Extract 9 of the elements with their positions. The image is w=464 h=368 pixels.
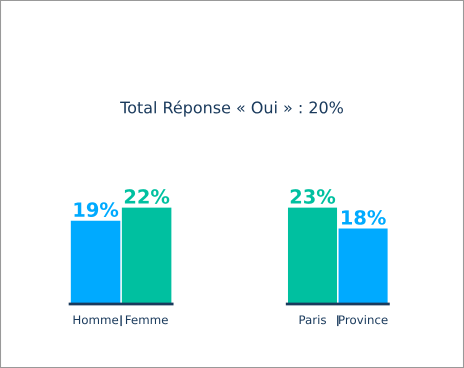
data-label: 19%	[74, 202, 118, 217]
text: Total Réponse « Oui » : 20%	[120, 100, 343, 117]
data-label: 23%	[290, 189, 336, 204]
x-tick-label: Paris	[300, 315, 326, 324]
x-tick-label: Province	[339, 315, 388, 324]
data-label: 22%	[124, 189, 170, 204]
data-label: 18%	[342, 210, 386, 225]
x-tick-label: Homme	[74, 315, 118, 324]
x-tick-label: Femme	[126, 315, 168, 324]
